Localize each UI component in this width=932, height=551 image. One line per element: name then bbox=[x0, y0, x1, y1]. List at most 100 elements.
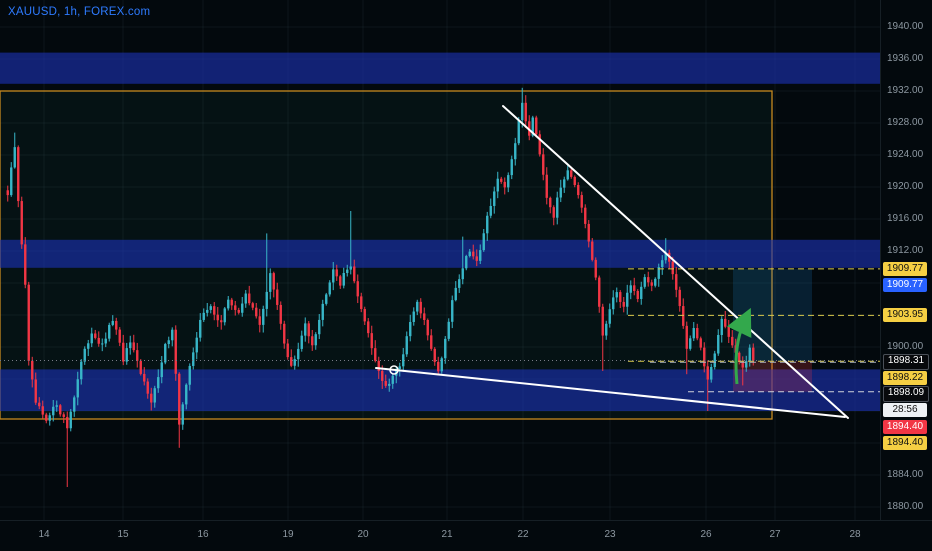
candle-body bbox=[556, 197, 559, 218]
candle-body bbox=[587, 223, 590, 242]
candle-body bbox=[493, 191, 496, 206]
candle-body bbox=[339, 276, 342, 286]
candle-body bbox=[503, 181, 506, 188]
candle-body bbox=[321, 303, 324, 320]
trendline[interactable] bbox=[502, 105, 849, 419]
alert-label-1903[interactable]: 1903.95 bbox=[883, 308, 927, 322]
candle-body bbox=[342, 272, 345, 286]
candle-body bbox=[157, 377, 160, 389]
candle-body bbox=[402, 354, 405, 367]
candle-body bbox=[244, 293, 247, 304]
candle-body bbox=[223, 308, 226, 323]
time-tick: 26 bbox=[700, 529, 712, 540]
candle-body bbox=[643, 277, 646, 287]
candle-body bbox=[216, 314, 219, 321]
candle-body bbox=[566, 170, 569, 180]
candle-body bbox=[311, 336, 314, 346]
candle-body bbox=[38, 402, 41, 407]
alert-label-1894[interactable]: 1894.40 bbox=[883, 436, 927, 450]
candle-body bbox=[111, 320, 114, 325]
candle-body bbox=[227, 299, 230, 309]
candle-body bbox=[647, 277, 650, 283]
candle-body bbox=[433, 348, 436, 362]
candle-body bbox=[689, 338, 692, 349]
candle-body bbox=[745, 361, 748, 368]
price-tick: 1884.00 bbox=[887, 469, 924, 480]
candle-body bbox=[412, 311, 415, 322]
candle-body bbox=[594, 259, 597, 278]
candle-body bbox=[290, 357, 293, 366]
price-line-label-1898-09[interactable]: 1898.09 bbox=[883, 386, 929, 402]
alert-label-1909[interactable]: 1909.77 bbox=[883, 262, 927, 276]
candle-body bbox=[31, 360, 34, 380]
stop-price-label[interactable]: 1894.40 bbox=[883, 420, 927, 434]
candle-body bbox=[241, 303, 244, 313]
chart-plot-area[interactable]: XAUUSD, 1h, FOREX.com bbox=[0, 0, 880, 520]
candle-body bbox=[671, 261, 674, 275]
candle-body bbox=[13, 147, 16, 168]
drawings-layer[interactable] bbox=[0, 105, 880, 419]
candle-body bbox=[584, 207, 587, 224]
candle-body bbox=[248, 293, 251, 304]
candle-body bbox=[633, 285, 636, 291]
candle-body bbox=[27, 284, 30, 361]
candle-body bbox=[437, 361, 440, 372]
candle-body bbox=[48, 415, 51, 421]
candle-body bbox=[580, 195, 583, 208]
candle-body bbox=[608, 309, 611, 324]
candle-body bbox=[619, 292, 622, 302]
supply-demand-band bbox=[0, 52, 880, 84]
price-tick: 1928.00 bbox=[887, 117, 924, 128]
bar-countdown-label[interactable]: 28:56 bbox=[883, 403, 927, 417]
current-price-label[interactable]: 1898.31 bbox=[883, 354, 929, 370]
candle-body bbox=[377, 360, 380, 371]
candle-body bbox=[517, 120, 520, 144]
up-arrow[interactable] bbox=[726, 307, 752, 385]
candle-body bbox=[573, 176, 576, 185]
candle-body bbox=[682, 306, 685, 326]
trendline[interactable] bbox=[375, 367, 846, 418]
candle-body bbox=[685, 325, 688, 349]
candle-body bbox=[545, 174, 548, 198]
time-tick: 27 bbox=[769, 529, 781, 540]
candle-body bbox=[626, 292, 629, 307]
target-price-label[interactable]: 1909.77 bbox=[883, 278, 927, 292]
candle-body bbox=[125, 348, 128, 362]
candle-body bbox=[90, 333, 93, 344]
candle-body bbox=[150, 393, 153, 403]
candle-body bbox=[535, 117, 538, 135]
candle-body bbox=[55, 405, 58, 407]
candle-body bbox=[720, 318, 723, 336]
candle-body bbox=[220, 320, 223, 323]
candle-body bbox=[185, 384, 188, 405]
symbol-legend[interactable]: XAUUSD, 1h, FOREX.com bbox=[8, 6, 151, 18]
candle-body bbox=[160, 362, 163, 378]
candle-body bbox=[174, 329, 177, 374]
price-tick: 1936.00 bbox=[887, 53, 924, 64]
candle-body bbox=[6, 190, 9, 196]
alert-label-1898-22[interactable]: 1898.22 bbox=[883, 371, 927, 385]
candle-body bbox=[629, 285, 632, 293]
candle-body bbox=[73, 397, 76, 412]
candle-body bbox=[710, 366, 713, 380]
candle-body bbox=[101, 343, 104, 345]
candle-body bbox=[440, 358, 443, 372]
chart-canvas[interactable] bbox=[0, 0, 880, 520]
candle-body bbox=[181, 404, 184, 425]
candle-body bbox=[297, 348, 300, 360]
candle-body bbox=[370, 333, 373, 349]
candle-body bbox=[188, 365, 191, 385]
time-tick: 28 bbox=[849, 529, 861, 540]
candle-body bbox=[675, 274, 678, 290]
price-tick: 1920.00 bbox=[887, 181, 924, 192]
candle-body bbox=[598, 277, 601, 307]
time-axis[interactable]: 14 15 16 19 20 21 22 23 26 27 28 bbox=[0, 520, 932, 551]
candle-body bbox=[237, 309, 240, 313]
price-axis[interactable]: 1940.00 1936.00 1932.00 1928.00 1924.00 1920.… bbox=[880, 0, 932, 520]
candle-body bbox=[356, 281, 359, 297]
candle-body bbox=[108, 324, 111, 339]
candle-body bbox=[335, 269, 338, 277]
candle-body bbox=[507, 175, 510, 188]
candle-body bbox=[349, 266, 352, 270]
candle-body bbox=[69, 411, 72, 429]
